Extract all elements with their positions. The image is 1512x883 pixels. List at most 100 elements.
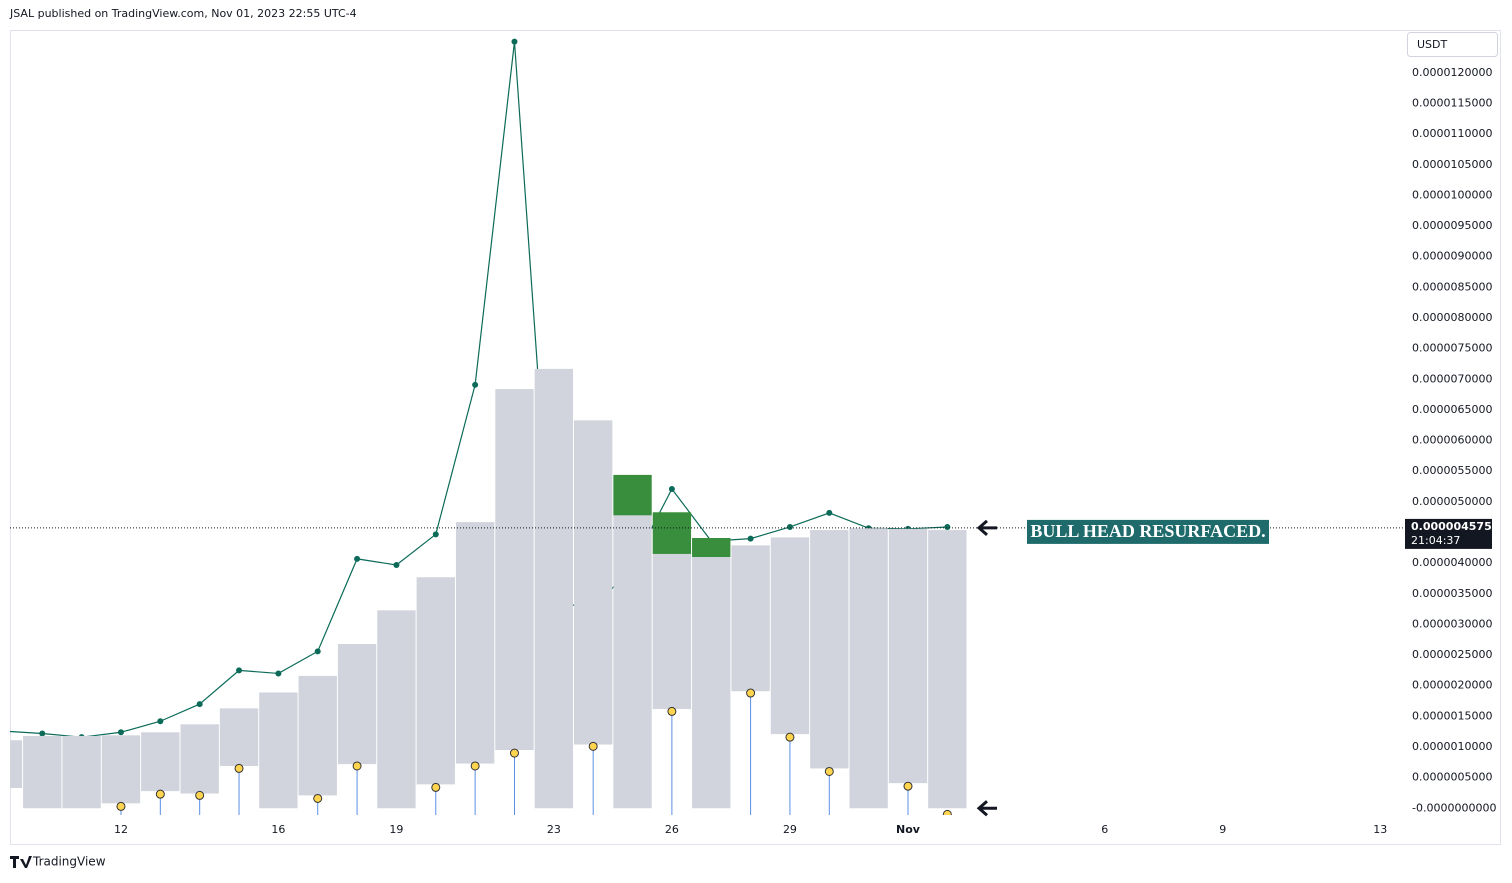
- marker: [746, 688, 756, 698]
- marker: [470, 761, 480, 771]
- y-tick-label: 0.0000015000: [1412, 709, 1492, 722]
- x-tick-label: 12: [114, 823, 128, 836]
- line-point: [0, 728, 6, 734]
- box: [455, 522, 495, 764]
- box: [652, 553, 692, 709]
- marker: [431, 782, 441, 792]
- line-point: [511, 38, 518, 45]
- box: [613, 515, 652, 809]
- box: [337, 644, 377, 765]
- line-point: [668, 485, 675, 492]
- line-point: [314, 648, 321, 655]
- currency: USDT: [1417, 38, 1448, 51]
- y-tick-label: 0.0000055000: [1412, 464, 1492, 477]
- line-point: [157, 718, 164, 725]
- y-tick-label: -0.0000000000: [1412, 801, 1496, 814]
- arrow: [976, 519, 997, 537]
- x-tick-label: 9: [1219, 823, 1226, 836]
- line-point: [944, 523, 951, 530]
- line-point: [393, 561, 400, 568]
- box: [495, 389, 534, 751]
- box: [259, 692, 298, 809]
- footer-logo: [10, 856, 32, 868]
- header: JSAL published on TradingView.com, Nov 0…: [9, 7, 357, 20]
- marker: [785, 732, 795, 742]
- x-tick-label: 19: [389, 823, 403, 836]
- box: [141, 732, 180, 792]
- y-tick-label: 0.0000110000: [1412, 127, 1492, 140]
- price-tag-label: 0.0000045750: [1411, 520, 1500, 533]
- arrow: [976, 800, 997, 817]
- box: [810, 530, 849, 769]
- annotation-text: BULL HEAD RESURFACED.: [1030, 521, 1265, 541]
- y-tick-label: 0.0000050000: [1412, 495, 1492, 508]
- box: [10, 740, 23, 789]
- y-tick-label: 0.0000095000: [1412, 219, 1492, 232]
- line-point: [354, 555, 361, 562]
- line-point: [275, 670, 282, 677]
- marker: [195, 790, 205, 800]
- currency-box: [1407, 32, 1498, 57]
- green-box: [692, 538, 731, 558]
- y-tick-label: 0.0000040000: [1412, 556, 1492, 569]
- line-point: [196, 701, 203, 708]
- y-tick-label: 0.0000115000: [1412, 97, 1492, 110]
- box: [692, 557, 731, 809]
- box: [849, 528, 888, 809]
- box: [101, 735, 141, 804]
- line-point: [432, 531, 439, 538]
- y-tick-label: 0.0000065000: [1412, 403, 1492, 416]
- price-tag-countdown: 21:04:37: [1411, 534, 1460, 547]
- marker: [234, 763, 244, 773]
- marker: [588, 741, 598, 751]
- y-tick-label: 0.0000100000: [1412, 188, 1492, 201]
- box: [888, 528, 928, 784]
- y-tick-label: 0.0000060000: [1412, 434, 1492, 447]
- line-point: [472, 381, 479, 388]
- green-box: [652, 512, 692, 554]
- marker: [352, 761, 362, 771]
- x-tick-label: 26: [665, 823, 679, 836]
- box: [298, 675, 337, 796]
- line-point: [236, 667, 243, 674]
- marker: [313, 793, 323, 803]
- marker: [509, 748, 519, 758]
- box: [180, 724, 219, 794]
- line-point: [117, 729, 124, 736]
- marker: [942, 809, 952, 815]
- box: [219, 708, 259, 766]
- x-tick-label: 6: [1101, 823, 1108, 836]
- marker: [903, 781, 913, 791]
- y-tick-label: 0.0000075000: [1412, 342, 1492, 355]
- box: [534, 368, 574, 809]
- y-tick-label: 0.0000005000: [1412, 771, 1492, 784]
- box: [928, 530, 967, 809]
- y-tick-label: 0.0000030000: [1412, 617, 1492, 630]
- y-tick-label: 0.0000090000: [1412, 250, 1492, 263]
- box: [770, 537, 810, 735]
- x-tick-label: Nov: [896, 823, 921, 836]
- annotation-box: [1027, 519, 1269, 544]
- y-tick-label: 0.0000105000: [1412, 158, 1492, 171]
- price-tag: [1405, 518, 1492, 549]
- y-tick-label: 0.0000070000: [1412, 372, 1492, 385]
- marker: [824, 766, 834, 776]
- x-tick-label: 13: [1373, 823, 1387, 836]
- x-tick-label: 23: [547, 823, 561, 836]
- line-point: [786, 523, 793, 530]
- green-box: [613, 474, 652, 516]
- overlay: -0.0000000000 0.0000005000 0.0000010000 0.0…: [114, 66, 1500, 836]
- y-tick-label: 0.0000020000: [1412, 679, 1492, 692]
- box: [416, 577, 455, 785]
- y-tick-label: 0.0000085000: [1412, 280, 1492, 293]
- box: [574, 420, 613, 745]
- marker: [116, 801, 126, 811]
- chart-frame: [10, 30, 1501, 845]
- box: [23, 735, 62, 809]
- x-tick-label: 16: [271, 823, 285, 836]
- box: [731, 545, 770, 692]
- line-point: [826, 509, 833, 516]
- marker: [155, 789, 165, 799]
